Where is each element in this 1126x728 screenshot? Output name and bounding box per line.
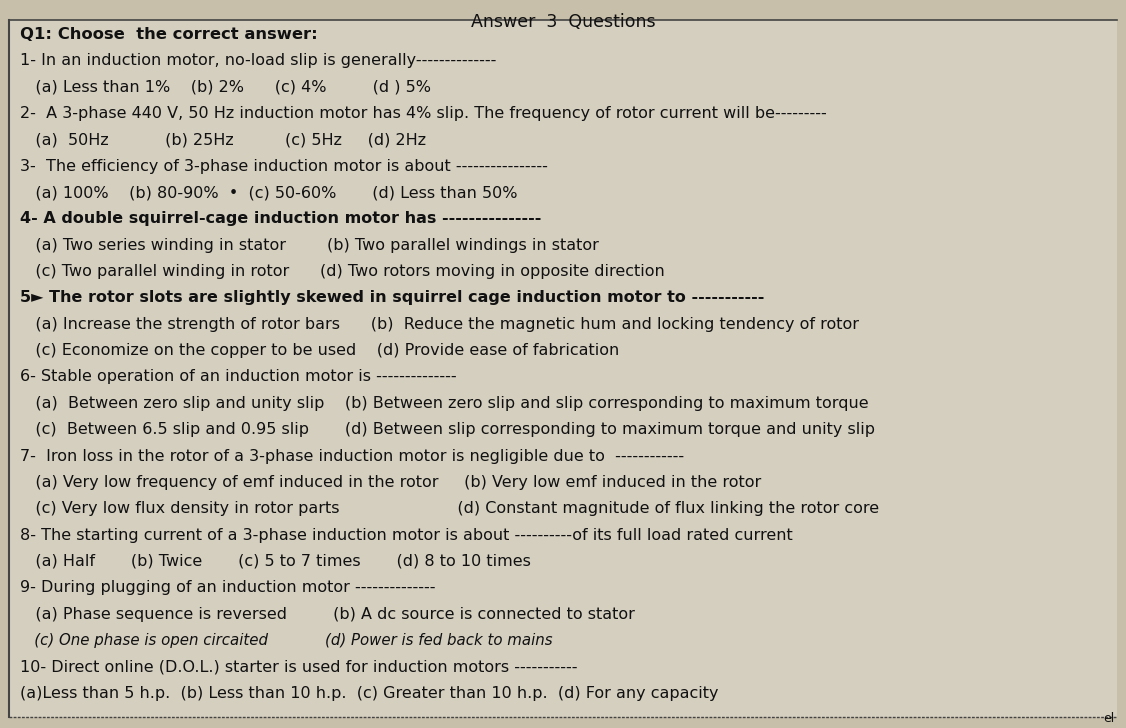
Text: (c) Economize on the copper to be used    (d) Provide ease of fabrication: (c) Economize on the copper to be used (… xyxy=(20,343,619,358)
Text: (a) Phase sequence is reversed         (b) A dc source is connected to stator: (a) Phase sequence is reversed (b) A dc … xyxy=(20,606,635,622)
Text: (c) Two parallel winding in rotor      (d) Two rotors moving in opposite directi: (c) Two parallel winding in rotor (d) Tw… xyxy=(20,264,665,279)
Text: 7-  Iron loss in the rotor of a 3-phase induction motor is negligible due to  --: 7- Iron loss in the rotor of a 3-phase i… xyxy=(20,448,685,464)
Text: 6- Stable operation of an induction motor is --------------: 6- Stable operation of an induction moto… xyxy=(20,369,457,384)
Text: 10- Direct online (D.O.L.) starter is used for induction motors -----------: 10- Direct online (D.O.L.) starter is us… xyxy=(20,660,578,674)
Text: el: el xyxy=(1103,712,1115,725)
Text: 5► The rotor slots are slightly skewed in squirrel cage induction motor to -----: 5► The rotor slots are slightly skewed i… xyxy=(20,290,765,306)
Text: (a)  Between zero slip and unity slip    (b) Between zero slip and slip correspo: (a) Between zero slip and unity slip (b)… xyxy=(20,396,869,411)
Text: 8- The starting current of a 3-phase induction motor is about ----------of its f: 8- The starting current of a 3-phase ind… xyxy=(20,528,793,542)
Text: (a) Half       (b) Twice       (c) 5 to 7 times       (d) 8 to 10 times: (a) Half (b) Twice (c) 5 to 7 times (d) … xyxy=(20,554,531,569)
Text: Q1: Choose  the correct answer:: Q1: Choose the correct answer: xyxy=(20,27,318,42)
Text: 1- In an induction motor, no-load slip is generally--------------: 1- In an induction motor, no-load slip i… xyxy=(20,53,497,68)
Text: Answer  3  Questions: Answer 3 Questions xyxy=(471,13,655,31)
Text: 9- During plugging of an induction motor --------------: 9- During plugging of an induction motor… xyxy=(20,580,436,596)
Text: (a) Less than 1%    (b) 2%      (c) 4%         (d ) 5%: (a) Less than 1% (b) 2% (c) 4% (d ) 5% xyxy=(20,79,431,95)
Text: 2-  A 3-phase 440 V, 50 Hz induction motor has 4% slip. The frequency of rotor c: 2- A 3-phase 440 V, 50 Hz induction moto… xyxy=(20,106,826,121)
Text: (c)  Between 6.5 slip and 0.95 slip       (d) Between slip corresponding to maxi: (c) Between 6.5 slip and 0.95 slip (d) B… xyxy=(20,422,875,437)
Text: (c) One phase is open circaited            (d) Power is fed back to mains: (c) One phase is open circaited (d) Powe… xyxy=(20,633,553,648)
Text: (c) Very low flux density in rotor parts                       (d) Constant magn: (c) Very low flux density in rotor parts… xyxy=(20,501,879,516)
Text: (a)Less than 5 h.p.  (b) Less than 10 h.p.  (c) Greater than 10 h.p.  (d) For an: (a)Less than 5 h.p. (b) Less than 10 h.p… xyxy=(20,686,718,700)
Text: 3-  The efficiency of 3-phase induction motor is about ----------------: 3- The efficiency of 3-phase induction m… xyxy=(20,159,548,174)
Text: (a) Very low frequency of emf induced in the rotor     (b) Very low emf induced : (a) Very low frequency of emf induced in… xyxy=(20,475,761,490)
Text: 4- A double squirrel-cage induction motor has ---------------: 4- A double squirrel-cage induction moto… xyxy=(20,211,542,226)
Text: (a) Increase the strength of rotor bars      (b)  Reduce the magnetic hum and lo: (a) Increase the strength of rotor bars … xyxy=(20,317,859,332)
Text: (a) 100%    (b) 80-90%  •  (c) 50-60%       (d) Less than 50%: (a) 100% (b) 80-90% • (c) 50-60% (d) Les… xyxy=(20,185,518,200)
Text: (a)  50Hz           (b) 25Hz          (c) 5Hz     (d) 2Hz: (a) 50Hz (b) 25Hz (c) 5Hz (d) 2Hz xyxy=(20,132,427,147)
Text: (a) Two series winding in stator        (b) Two parallel windings in stator: (a) Two series winding in stator (b) Two… xyxy=(20,238,599,253)
